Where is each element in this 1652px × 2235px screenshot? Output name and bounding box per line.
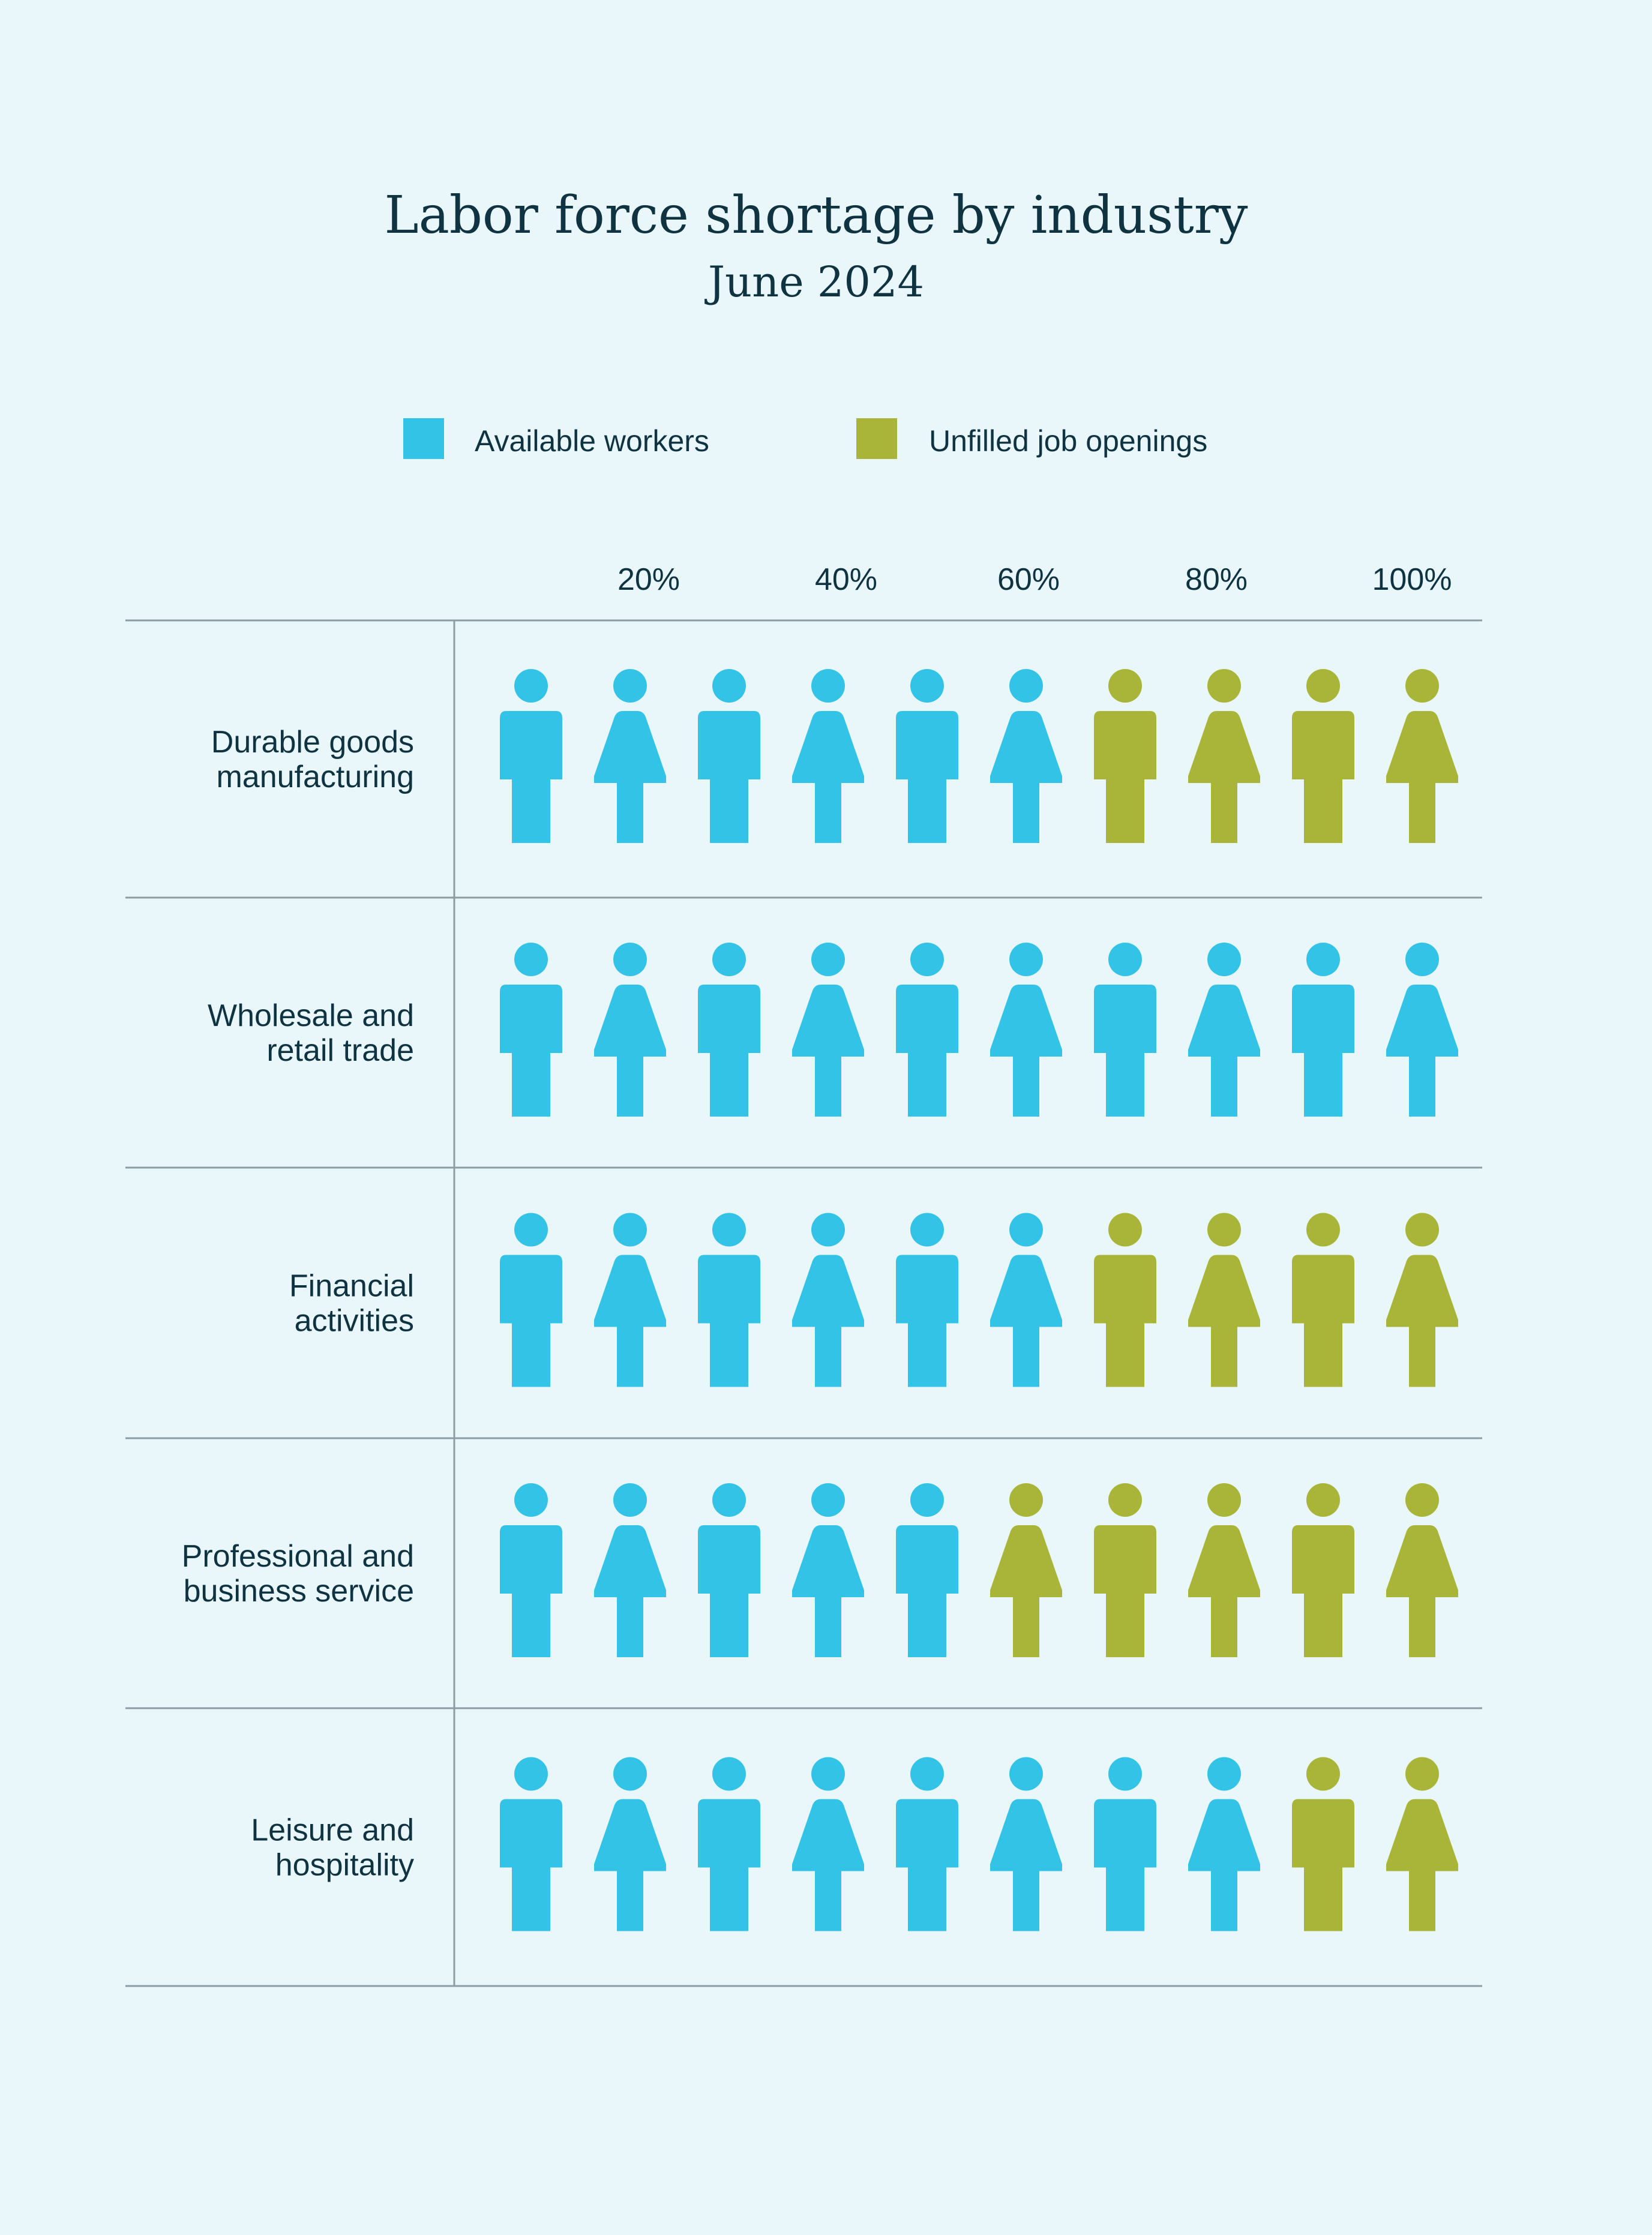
woman-icon bbox=[594, 669, 666, 843]
woman-icon bbox=[1188, 1757, 1260, 1931]
woman-icon bbox=[1188, 1213, 1260, 1387]
man-icon bbox=[1094, 1213, 1156, 1387]
man-icon bbox=[500, 1757, 562, 1931]
row-label: Leisure and hospitality bbox=[251, 1813, 414, 1883]
man-icon bbox=[698, 669, 760, 843]
x-tick-label: 100% bbox=[1372, 562, 1452, 597]
woman-icon bbox=[792, 1213, 864, 1387]
x-ticks: 20% 40% 60% 80% 100% bbox=[617, 562, 1452, 597]
legend-label-available: Available workers bbox=[475, 424, 709, 458]
row-label-line: retail trade bbox=[266, 1033, 414, 1068]
row-label-line: business service bbox=[184, 1574, 414, 1609]
grid-lines bbox=[125, 619, 1482, 1987]
man-icon bbox=[1292, 1757, 1354, 1931]
man-icon bbox=[896, 943, 958, 1117]
woman-icon bbox=[1386, 1483, 1458, 1657]
woman-icon bbox=[792, 1757, 864, 1931]
man-icon bbox=[1292, 1483, 1354, 1657]
rows: Durable goods manufacturing Wholesale and r… bbox=[182, 669, 1458, 1931]
man-icon bbox=[698, 1757, 760, 1931]
x-tick-label: 60% bbox=[997, 562, 1060, 597]
woman-icon bbox=[1386, 943, 1458, 1117]
x-tick-label: 40% bbox=[815, 562, 877, 597]
legend-label-unfilled: Unfilled job openings bbox=[929, 424, 1207, 458]
man-icon bbox=[1094, 1757, 1156, 1931]
woman-icon bbox=[990, 1483, 1062, 1657]
man-icon bbox=[1292, 943, 1354, 1117]
row-label-line: Professional and bbox=[182, 1539, 414, 1574]
man-icon bbox=[500, 669, 562, 843]
row-label-line: Durable goods bbox=[211, 725, 414, 760]
row-label-line: Wholesale and bbox=[208, 998, 414, 1033]
woman-icon bbox=[1188, 1483, 1260, 1657]
man-icon bbox=[698, 1213, 760, 1387]
woman-icon bbox=[990, 1213, 1062, 1387]
row-label: Durable goods manufacturing bbox=[211, 725, 414, 794]
woman-icon bbox=[792, 669, 864, 843]
man-icon bbox=[1094, 943, 1156, 1117]
woman-icon bbox=[792, 1483, 864, 1657]
woman-icon bbox=[594, 1213, 666, 1387]
row-label: Financial activities bbox=[289, 1269, 414, 1339]
man-icon bbox=[500, 943, 562, 1117]
chart-subtitle: June 2024 bbox=[704, 257, 924, 307]
row-label-line: hospitality bbox=[275, 1848, 414, 1883]
woman-icon bbox=[990, 943, 1062, 1117]
legend-swatch-unfilled bbox=[856, 418, 897, 459]
row-label: Professional and business service bbox=[182, 1539, 414, 1609]
woman-icon bbox=[792, 943, 864, 1117]
row-label-line: activities bbox=[295, 1304, 414, 1339]
woman-icon bbox=[1188, 943, 1260, 1117]
woman-icon bbox=[1188, 669, 1260, 843]
chart-title: Labor force shortage by industry bbox=[385, 185, 1248, 245]
man-icon bbox=[896, 1757, 958, 1931]
man-icon bbox=[500, 1483, 562, 1657]
woman-icon bbox=[990, 669, 1062, 843]
woman-icon bbox=[594, 1483, 666, 1657]
man-icon bbox=[896, 1483, 958, 1657]
man-icon bbox=[698, 1483, 760, 1657]
industry-row: Wholesale and retail trade bbox=[208, 943, 1458, 1117]
man-icon bbox=[896, 669, 958, 843]
woman-icon bbox=[1386, 1757, 1458, 1931]
industry-row: Durable goods manufacturing bbox=[211, 669, 1458, 843]
woman-icon bbox=[594, 943, 666, 1117]
row-label-line: Leisure and bbox=[251, 1813, 414, 1848]
man-icon bbox=[896, 1213, 958, 1387]
man-icon bbox=[698, 943, 760, 1117]
industry-row: Professional and business service bbox=[182, 1483, 1458, 1657]
woman-icon bbox=[1386, 669, 1458, 843]
industry-row: Financial activities bbox=[289, 1213, 1458, 1387]
row-label-line: manufacturing bbox=[216, 760, 414, 794]
x-tick-label: 20% bbox=[617, 562, 680, 597]
woman-icon bbox=[1386, 1213, 1458, 1387]
legend: Available workers Unfilled job openings bbox=[403, 418, 1207, 459]
man-icon bbox=[1094, 669, 1156, 843]
row-label-line: Financial bbox=[289, 1269, 414, 1304]
woman-icon bbox=[990, 1757, 1062, 1931]
man-icon bbox=[500, 1213, 562, 1387]
woman-icon bbox=[594, 1757, 666, 1931]
man-icon bbox=[1094, 1483, 1156, 1657]
industry-row: Leisure and hospitality bbox=[251, 1757, 1458, 1931]
legend-swatch-available bbox=[403, 418, 444, 459]
x-tick-label: 80% bbox=[1185, 562, 1248, 597]
man-icon bbox=[1292, 1213, 1354, 1387]
man-icon bbox=[1292, 669, 1354, 843]
row-label: Wholesale and retail trade bbox=[208, 998, 414, 1068]
